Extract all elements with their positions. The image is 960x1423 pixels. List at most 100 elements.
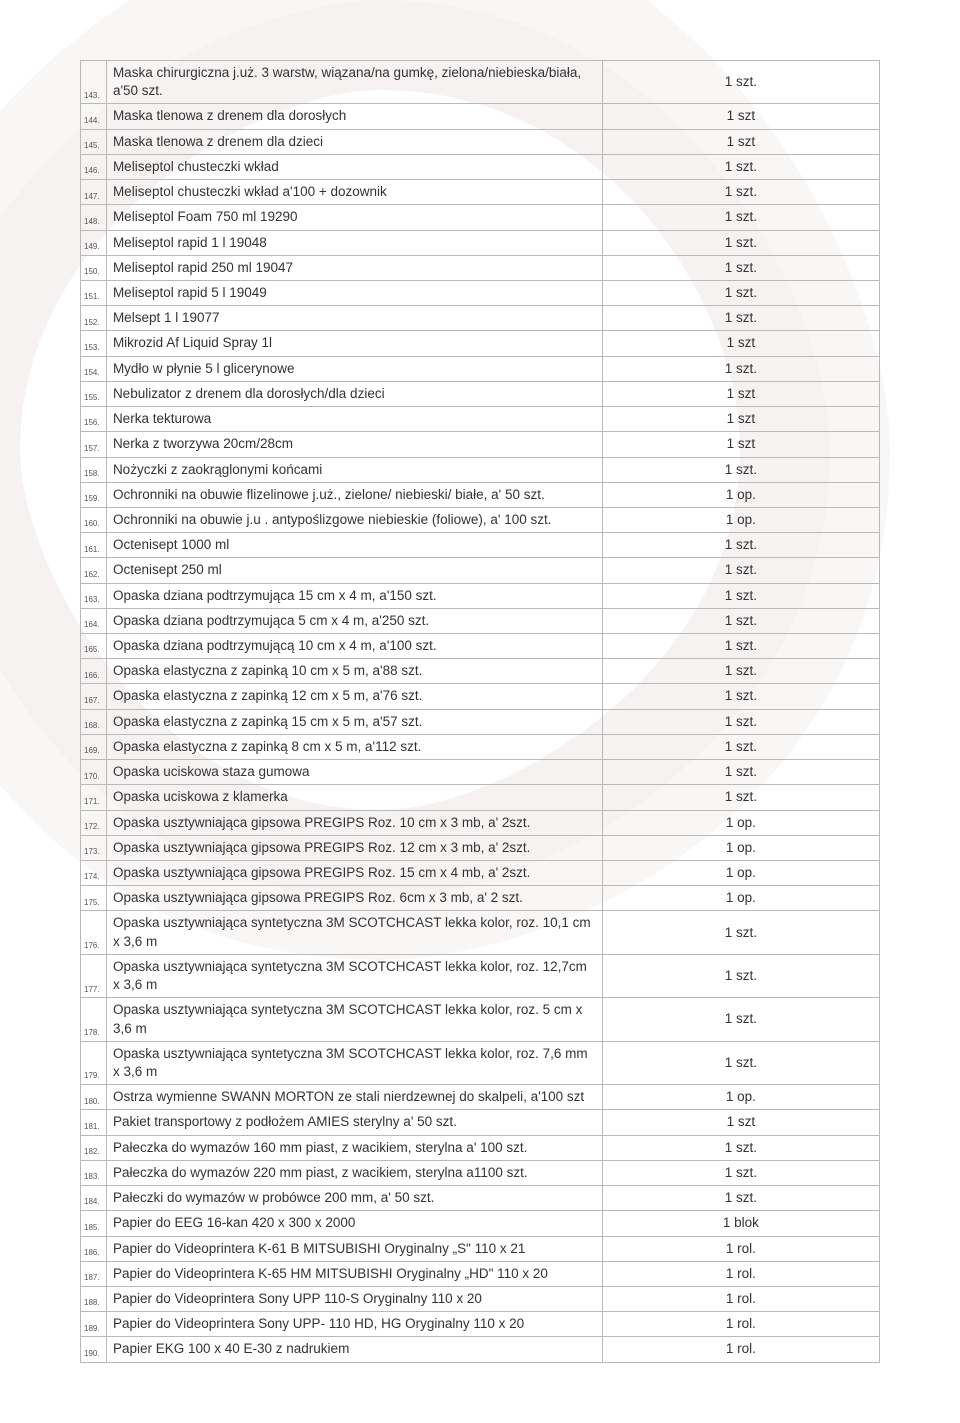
table-row: 189.Papier do Videoprintera Sony UPP- 11… [81, 1312, 880, 1337]
table-row: 182.Pałeczka do wymazów 160 mm piast, z … [81, 1135, 880, 1160]
row-number: 155. [81, 381, 107, 406]
row-description: Pakiet transportowy z podłożem AMIES ste… [106, 1110, 602, 1135]
row-number: 163. [81, 583, 107, 608]
row-unit: 1 szt. [602, 280, 879, 305]
table-row: 152.Melsept 1 l 190771 szt. [81, 306, 880, 331]
row-description: Opaska usztywniająca gipsowa PREGIPS Roz… [106, 835, 602, 860]
row-number: 189. [81, 1312, 107, 1337]
row-description: Pałeczka do wymazów 220 mm piast, z waci… [106, 1160, 602, 1185]
table-row: 148.Meliseptol Foam 750 ml 192901 szt. [81, 205, 880, 230]
row-unit: 1 rol. [602, 1286, 879, 1311]
row-description: Papier do Videoprintera K-65 HM MITSUBIS… [106, 1261, 602, 1286]
row-unit: 1 szt. [602, 583, 879, 608]
table-row: 158.Nożyczki z zaokrąglonymi końcami1 sz… [81, 457, 880, 482]
table-row: 183.Pałeczka do wymazów 220 mm piast, z … [81, 1160, 880, 1185]
row-unit: 1 szt [602, 381, 879, 406]
row-unit: 1 szt. [602, 457, 879, 482]
row-unit: 1 szt [602, 1110, 879, 1135]
row-number: 171. [81, 785, 107, 810]
row-description: Opaska dziana podtrzymującą 10 cm x 4 m,… [106, 634, 602, 659]
row-description: Opaska elastyczna z zapinką 8 cm x 5 m, … [106, 734, 602, 759]
row-number: 169. [81, 734, 107, 759]
row-unit: 1 szt. [602, 954, 879, 997]
table-row: 184.Pałeczki do wymazów w probówce 200 m… [81, 1186, 880, 1211]
table-row: 188.Papier do Videoprintera Sony UPP 110… [81, 1286, 880, 1311]
row-unit: 1 szt. [602, 180, 879, 205]
row-number: 147. [81, 180, 107, 205]
table-row: 186.Papier do Videoprintera K-61 B MITSU… [81, 1236, 880, 1261]
row-description: Papier do EEG 16-kan 420 x 300 x 2000 [106, 1211, 602, 1236]
row-number: 146. [81, 154, 107, 179]
table-row: 163.Opaska dziana podtrzymująca 15 cm x … [81, 583, 880, 608]
row-description: Opaska uciskowa z klamerka [106, 785, 602, 810]
row-unit: 1 szt. [602, 760, 879, 785]
row-number: 184. [81, 1186, 107, 1211]
row-description: Melsept 1 l 19077 [106, 306, 602, 331]
row-unit: 1 szt. [602, 1041, 879, 1084]
table-row: 161.Octenisept 1000 ml1 szt. [81, 533, 880, 558]
row-description: Nożyczki z zaokrąglonymi końcami [106, 457, 602, 482]
table-row: 179.Opaska usztywniająca syntetyczna 3M … [81, 1041, 880, 1084]
row-number: 162. [81, 558, 107, 583]
table-row: 154.Mydło w płynie 5 l glicerynowe1 szt. [81, 356, 880, 381]
row-number: 159. [81, 482, 107, 507]
row-number: 180. [81, 1085, 107, 1110]
row-description: Opaska usztywniająca syntetyczna 3M SCOT… [106, 954, 602, 997]
table-row: 143.Maska chirurgiczna j.uż. 3 warstw, w… [81, 61, 880, 104]
row-number: 165. [81, 634, 107, 659]
row-number: 187. [81, 1261, 107, 1286]
row-description: Opaska dziana podtrzymująca 5 cm x 4 m, … [106, 608, 602, 633]
row-unit: 1 szt. [602, 709, 879, 734]
row-unit: 1 szt. [602, 356, 879, 381]
row-description: Maska tlenowa z drenem dla dorosłych [106, 104, 602, 129]
row-unit: 1 op. [602, 482, 879, 507]
row-unit: 1 szt. [602, 659, 879, 684]
row-number: 188. [81, 1286, 107, 1311]
row-number: 176. [81, 911, 107, 954]
row-number: 182. [81, 1135, 107, 1160]
table-row: 175.Opaska usztywniająca gipsowa PREGIPS… [81, 886, 880, 911]
row-number: 173. [81, 835, 107, 860]
row-unit: 1 szt [602, 432, 879, 457]
row-unit: 1 szt. [602, 306, 879, 331]
row-number: 148. [81, 205, 107, 230]
row-unit: 1 szt [602, 129, 879, 154]
row-unit: 1 op. [602, 886, 879, 911]
table-row: 170.Opaska uciskowa staza gumowa1 szt. [81, 760, 880, 785]
row-number: 181. [81, 1110, 107, 1135]
table-row: 151.Meliseptol rapid 5 l 190491 szt. [81, 280, 880, 305]
row-unit: 1 szt. [602, 533, 879, 558]
table-row: 169.Opaska elastyczna z zapinką 8 cm x 5… [81, 734, 880, 759]
row-description: Papier EKG 100 x 40 E-30 z nadrukiem [106, 1337, 602, 1362]
row-unit: 1 szt [602, 407, 879, 432]
row-description: Nerka z tworzywa 20cm/28cm [106, 432, 602, 457]
row-description: Mydło w płynie 5 l glicerynowe [106, 356, 602, 381]
table-row: 174.Opaska usztywniająca gipsowa PREGIPS… [81, 861, 880, 886]
table-row: 172.Opaska usztywniająca gipsowa PREGIPS… [81, 810, 880, 835]
row-description: Opaska usztywniająca syntetyczna 3M SCOT… [106, 1041, 602, 1084]
row-description: Ostrza wymienne SWANN MORTON ze stali ni… [106, 1085, 602, 1110]
row-number: 170. [81, 760, 107, 785]
table-row: 156.Nerka tekturowa1 szt [81, 407, 880, 432]
row-unit: 1 blok [602, 1211, 879, 1236]
row-number: 183. [81, 1160, 107, 1185]
row-unit: 1 szt. [602, 1186, 879, 1211]
row-description: Octenisept 250 ml [106, 558, 602, 583]
row-number: 158. [81, 457, 107, 482]
row-unit: 1 szt. [602, 558, 879, 583]
row-description: Ochronniki na obuwie flizelinowe j.uż., … [106, 482, 602, 507]
row-number: 153. [81, 331, 107, 356]
row-number: 179. [81, 1041, 107, 1084]
table-row: 181.Pakiet transportowy z podłożem AMIES… [81, 1110, 880, 1135]
row-number: 161. [81, 533, 107, 558]
row-unit: 1 szt [602, 331, 879, 356]
row-number: 145. [81, 129, 107, 154]
table-row: 144.Maska tlenowa z drenem dla dorosłych… [81, 104, 880, 129]
row-unit: 1 szt. [602, 205, 879, 230]
row-unit: 1 op. [602, 810, 879, 835]
row-number: 154. [81, 356, 107, 381]
row-number: 175. [81, 886, 107, 911]
row-description: Opaska usztywniająca syntetyczna 3M SCOT… [106, 998, 602, 1041]
row-number: 157. [81, 432, 107, 457]
table-row: 159.Ochronniki na obuwie flizelinowe j.u… [81, 482, 880, 507]
